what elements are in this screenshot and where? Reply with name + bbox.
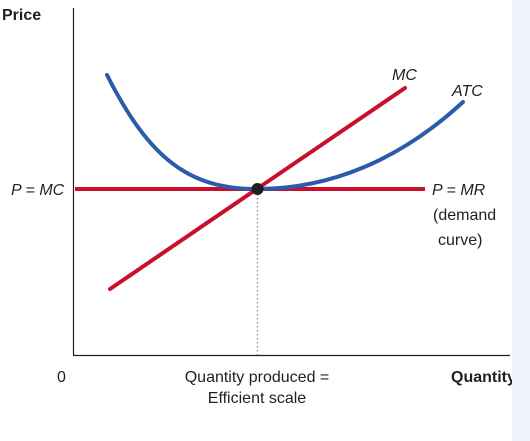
y-axis-label: Price bbox=[2, 7, 41, 24]
x-axis-label: Quantity bbox=[451, 369, 516, 386]
quantity-label-line2: Efficient scale bbox=[208, 390, 307, 407]
demand-label-line1: P = MR bbox=[432, 182, 486, 199]
equilibrium-point bbox=[251, 183, 264, 195]
price-label: P = MC bbox=[11, 182, 65, 199]
quantity-label-line1: Quantity produced = bbox=[185, 369, 330, 386]
demand-label-line2: (demand bbox=[433, 207, 496, 224]
origin-label: 0 bbox=[57, 369, 66, 386]
demand-label-line3: curve) bbox=[438, 232, 482, 249]
atc-label: ATC bbox=[451, 83, 483, 100]
side-panel bbox=[512, 0, 530, 441]
mc-label: MC bbox=[392, 67, 417, 84]
